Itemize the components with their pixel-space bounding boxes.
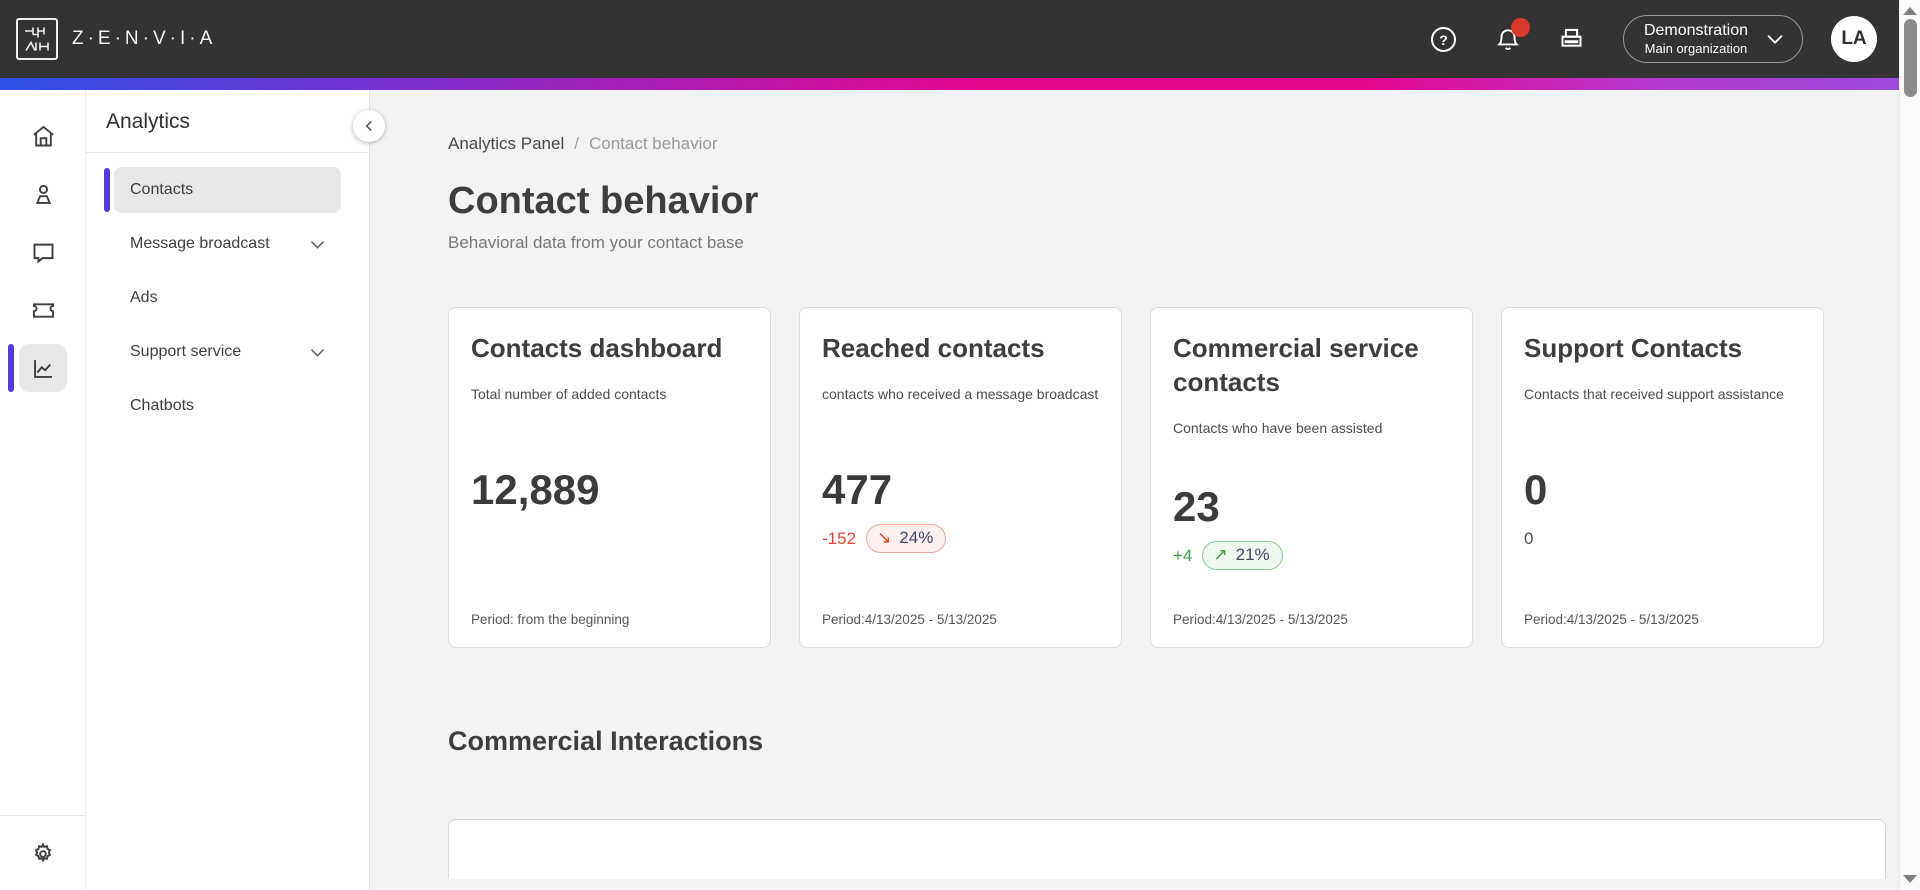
sidebar-title: Analytics (106, 110, 191, 133)
notification-dot (1510, 18, 1530, 37)
sidebar-menu: Contacts Message broadcast Ads Support s… (86, 153, 369, 429)
svg-text:?: ? (1440, 32, 1449, 48)
card-description: Contacts that received support assistanc… (1524, 385, 1784, 402)
commercial-interactions-card (448, 819, 1886, 879)
card-value: 477 (822, 465, 893, 513)
card-title: Support Contacts (1524, 333, 1743, 363)
top-bar: Z·E·N·V·I·A ? Demonstration (0, 0, 1899, 78)
nav-contacts[interactable] (19, 170, 67, 218)
trend-up-icon: ↗ (1213, 545, 1228, 565)
help-icon[interactable]: ? (1429, 24, 1459, 54)
page-title: Contact behavior (448, 180, 759, 222)
organization-labels: Demonstration Main organization (1644, 21, 1748, 57)
card-title: Reached contacts (822, 333, 1045, 363)
printer-icon[interactable] (1557, 24, 1587, 54)
trend-badge: ↘ 24% (866, 524, 947, 554)
card-description: Contacts who have been assisted (1173, 419, 1383, 436)
home-icon (30, 123, 57, 150)
breadcrumb-current: Contact behavior (588, 134, 718, 153)
settings-button[interactable] (27, 838, 59, 870)
sidebar-item-label: Chatbots (130, 397, 195, 414)
breadcrumb-analytics-panel[interactable]: Analytics Panel (448, 134, 565, 153)
brand-name: Z·E·N·V·I·A (72, 28, 217, 49)
zenvia-logo-icon (16, 18, 58, 60)
card-period: Period:4/13/2025 - 5/13/2025 (1524, 611, 1699, 627)
scrollbar-down-arrow[interactable] (1903, 875, 1917, 883)
trend-down-icon: ↘ (877, 528, 892, 548)
card-contacts-dashboard: Contacts dashboard Total number of added… (448, 307, 771, 648)
scrollbar-up-arrow[interactable] (1903, 7, 1917, 15)
organization-name: Demonstration (1643, 21, 1748, 39)
trend-percent: 24% (899, 528, 934, 548)
card-period: Period: from the beginning (471, 611, 630, 627)
sidebar-item-contacts[interactable]: Contacts (104, 167, 341, 213)
chat-bubble-icon (30, 239, 57, 266)
scrollbar-thumb[interactable] (1904, 19, 1917, 97)
card-delta-row: -152 ↘ 24% (822, 524, 1099, 554)
card-value: 0 (1524, 465, 1548, 513)
card-reached-contacts: Reached contacts contacts who received a… (799, 307, 1122, 648)
page-scrollbar[interactable] (1899, 0, 1920, 890)
page-subtitle: Behavioral data from your contact base (448, 233, 744, 252)
kpi-cards-row: Contacts dashboard Total number of added… (448, 307, 1886, 648)
person-icon (30, 181, 57, 208)
delta-value: +4 (1173, 545, 1193, 565)
delta-value: -152 (822, 528, 857, 548)
ticket-icon (30, 297, 57, 324)
card-period: Period:4/13/2025 - 5/13/2025 (1173, 612, 1348, 627)
trend-percent: 21% (1235, 545, 1270, 565)
line-chart-icon (30, 355, 57, 382)
card-value: 23 (1173, 482, 1220, 530)
sidebar-item-message-broadcast[interactable]: Message broadcast (114, 221, 341, 267)
sidebar-item-label: Ads (130, 289, 158, 306)
card-delta-row: +4 ↗ 21% (1173, 541, 1450, 571)
card-title: Contacts dashboard (471, 333, 723, 363)
settings-gear-icon (30, 841, 56, 867)
chevron-down-icon (308, 235, 327, 254)
nav-analytics[interactable] (8, 344, 67, 392)
chevron-down-icon (1764, 28, 1786, 50)
breadcrumb-separator: / (574, 134, 579, 153)
accent-gradient-bar (0, 78, 1899, 90)
nav-home[interactable] (19, 112, 67, 160)
rail-footer (0, 815, 85, 890)
chevron-left-icon (361, 118, 377, 134)
card-delta-row (471, 524, 748, 554)
sidebar-item-support-service[interactable]: Support service (114, 329, 341, 375)
user-avatar[interactable]: LA (1831, 16, 1877, 62)
nav-chat[interactable] (19, 228, 67, 276)
breadcrumb: Analytics Panel / Contact behavior (448, 134, 1886, 154)
sidebar-item-chatbots[interactable]: Chatbots (114, 383, 341, 429)
sidebar-item-ads[interactable]: Ads (114, 275, 341, 321)
analytics-sidebar: Analytics Contacts Message broadcast Ads… (86, 90, 385, 890)
trend-badge: ↗ 21% (1202, 541, 1283, 571)
chevron-down-icon (308, 343, 327, 362)
icon-rail (0, 90, 86, 890)
sidebar-header: Analytics (86, 90, 369, 153)
sidebar-collapse-button[interactable] (353, 110, 385, 142)
sidebar-item-label: Support service (130, 343, 242, 360)
card-value: 12,889 (471, 465, 600, 513)
sidebar-item-label: Contacts (130, 181, 194, 198)
card-commercial-service-contacts: Commercial service contacts Contacts who… (1150, 307, 1473, 648)
delta-value: 0 (1524, 528, 1534, 548)
card-period: Period:4/13/2025 - 5/13/2025 (822, 611, 997, 627)
card-delta-row: 0 (1524, 524, 1801, 554)
sidebar-item-label: Message broadcast (130, 235, 270, 252)
section-title-commercial-interactions: Commercial Interactions (448, 726, 764, 756)
card-description: Total number of added contacts (471, 385, 667, 402)
nav-tickets[interactable] (19, 286, 67, 334)
card-title: Commercial service contacts (1173, 333, 1419, 397)
main-content: Analytics Panel / Contact behavior Conta… (370, 90, 1899, 890)
card-description: contacts who received a message broadcas… (822, 385, 1099, 402)
card-support-contacts: Support Contacts Contacts that received … (1501, 307, 1824, 648)
notifications-bell-icon[interactable] (1493, 18, 1530, 54)
organization-switcher[interactable]: Demonstration Main organization (1622, 15, 1803, 63)
organization-subtitle: Main organization (1644, 40, 1748, 56)
